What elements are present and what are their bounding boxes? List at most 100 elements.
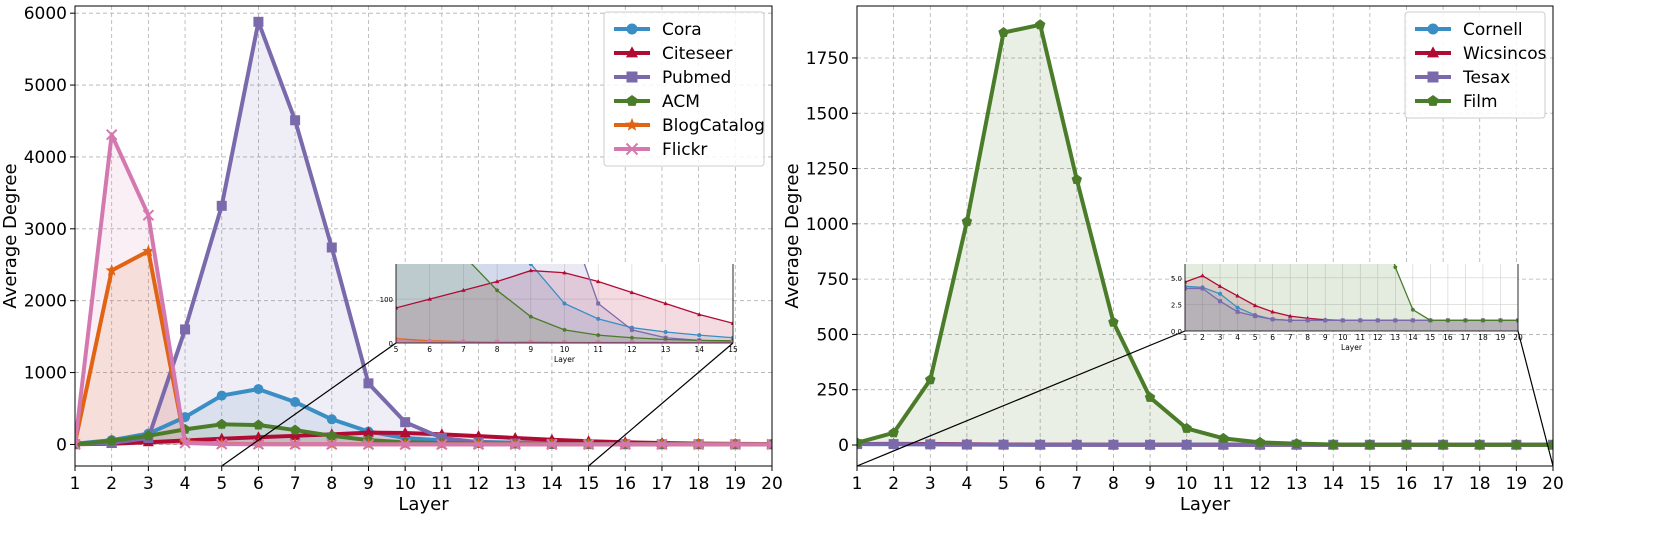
- inset-y-tick-label: 2.5: [1171, 301, 1182, 309]
- inset-data-point-acm: [428, 222, 432, 226]
- inset-x-tick-label: 13: [661, 345, 671, 354]
- legend-label-citeseer: Citeseer: [662, 44, 732, 64]
- data-point-film: [888, 427, 899, 438]
- y-tick-label: 4000: [24, 148, 67, 168]
- inset-data-point-film: [1445, 318, 1450, 323]
- data-point-acm: [143, 430, 154, 441]
- x-tick-label: 9: [363, 474, 374, 494]
- data-point-acm: [289, 424, 301, 435]
- x-tick-label: 12: [468, 474, 490, 494]
- data-point-pubmed: [363, 378, 374, 389]
- data-point-flickr: [216, 438, 228, 450]
- data-point-acm: [216, 418, 227, 429]
- x-tick-label: 8: [1108, 474, 1119, 494]
- data-point-cora: [290, 397, 301, 408]
- inset-x-tick-label: 9: [528, 345, 533, 354]
- inset-x-tick-label: 17: [1461, 333, 1471, 342]
- y-tick-label: 500: [817, 325, 849, 345]
- inset-data-point-citeseer: [562, 270, 567, 275]
- y-tick-label: 1250: [806, 160, 849, 180]
- data-point-tesax: [888, 439, 899, 450]
- inset-zoom: 5 6 7 8 9 10 11 12 13 14 15 0 100 Layer: [221, 222, 738, 467]
- data-point-film: [1181, 422, 1192, 433]
- data-point-flickr: [252, 438, 265, 450]
- data-point-flickr: [436, 438, 448, 451]
- inset-data-point-flickr: [730, 339, 733, 343]
- legend-label-pubmed: Pubmed: [662, 68, 731, 88]
- inset-data-point-tesax: [1288, 318, 1293, 323]
- x-tick-label: 13: [504, 474, 526, 494]
- inset-data-point-flickr: [662, 339, 669, 343]
- data-point-film: [1254, 436, 1266, 447]
- inset-data-point-tesax: [1235, 309, 1240, 314]
- x-tick-label: 4: [180, 474, 191, 494]
- legend-marker-cora: [626, 23, 638, 35]
- inset-data-point-citeseer: [528, 268, 533, 273]
- data-point-citeseer: [362, 426, 374, 437]
- inset-data-point-cora: [663, 330, 668, 335]
- inset-data-point-citeseer: [461, 287, 466, 292]
- inset-data-point-pubmed: [596, 301, 601, 306]
- inset-series-area-citeseer: [396, 270, 733, 343]
- y-tick-label: 1000: [806, 215, 849, 235]
- inset-zoom: 1 2 3 4 5 6 7 8 9 10 11 12 13 14 15 16 17 18 19 200.02.55.0…: [856, 264, 1554, 467]
- data-point-film: [857, 437, 863, 448]
- inset-data-point-citeseer: [396, 305, 399, 310]
- data-point-film: [998, 27, 1009, 37]
- x-tick-label: 12: [1249, 474, 1271, 494]
- inset-data-point-citeseer: [663, 301, 668, 306]
- series-line-flickr: [75, 132, 772, 447]
- inset-y-tick-label: 0: [389, 340, 393, 348]
- inset-x-tick-label: 7: [461, 345, 466, 354]
- inset-x-tick-label: 10: [560, 345, 570, 354]
- data-point-tesax: [1181, 439, 1192, 450]
- data-point-flickr: [399, 438, 411, 451]
- data-point-citeseer: [289, 429, 301, 440]
- inset-data-point-cora: [528, 264, 533, 266]
- inset-data-point-wicsincos: [1217, 283, 1223, 288]
- legend-marker-tesax: [1427, 71, 1439, 83]
- series-area-cora: [75, 389, 772, 445]
- plot-frame: [74, 5, 773, 467]
- data-point-film: [1474, 439, 1485, 450]
- inset-y-tick-label: 5.0: [1171, 275, 1182, 283]
- inset-connector: [856, 330, 1186, 467]
- chart-right-panel: 1 2 3 4 5 6 7 8 9 10 11 12 13 14 15 16 17 18 19 20025050075…: [782, 5, 1564, 515]
- inset-x-tick-label: 5: [394, 345, 399, 354]
- data-point-film: [1144, 391, 1156, 402]
- inset-data-point-cornell: [1235, 305, 1240, 310]
- data-point-acm: [106, 435, 117, 446]
- x-tick-label: 3: [143, 474, 154, 494]
- inset-data-point-flickr: [561, 339, 568, 343]
- x-tick-label: 13: [1286, 474, 1308, 494]
- y-tick-label: 6000: [24, 4, 67, 24]
- y-tick-label: 1000: [24, 364, 67, 384]
- y-tick-label: 2000: [24, 292, 67, 312]
- data-point-tesax: [1145, 439, 1156, 450]
- data-point-flickr: [179, 437, 191, 449]
- data-point-flickr: [362, 438, 375, 451]
- inset-data-point-acm: [528, 314, 533, 319]
- inset-data-point-citeseer: [697, 312, 702, 317]
- legend-label-cora: Cora: [662, 20, 702, 40]
- inset-data-point-tesax: [1200, 286, 1205, 291]
- inset-data-point-tesax: [1323, 318, 1328, 323]
- x-tick-label: 19: [724, 474, 746, 494]
- data-point-tesax: [1035, 439, 1046, 450]
- y-tick-label: 1500: [806, 104, 849, 124]
- data-point-blogcatalog: [142, 244, 155, 257]
- y-tick-label: 750: [817, 270, 849, 290]
- inset-x-tick-label: 2: [1200, 333, 1205, 342]
- data-point-pubmed: [216, 200, 227, 211]
- data-point-flickr: [766, 438, 772, 451]
- inset-data-point-flickr: [595, 339, 601, 343]
- inset-x-tick-label: 8: [1305, 333, 1310, 342]
- inset-data-point-flickr: [426, 338, 433, 343]
- inset-data-point-flickr: [494, 339, 500, 343]
- inset-data-point-cora: [697, 333, 702, 338]
- inset-x-tick-label: 8: [495, 345, 500, 354]
- inset-x-tick-label: 19: [1496, 333, 1506, 342]
- chart-left-panel: 1 2 3 4 5 6 7 8 9 10 11 12 13 14 15 16 17 18 19 20010002000…: [0, 4, 783, 515]
- x-tick-label: 17: [1432, 474, 1454, 494]
